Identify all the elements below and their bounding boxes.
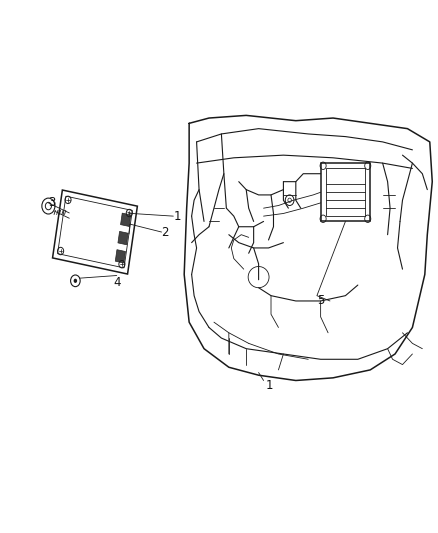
Text: 1: 1 — [265, 379, 273, 392]
Polygon shape — [118, 231, 128, 245]
Polygon shape — [120, 213, 131, 227]
Text: 2: 2 — [161, 225, 168, 239]
Polygon shape — [115, 249, 126, 263]
Text: 3: 3 — [48, 196, 55, 209]
Text: 1: 1 — [174, 209, 181, 223]
Text: 4: 4 — [113, 276, 120, 289]
Circle shape — [74, 279, 77, 283]
Text: 5: 5 — [318, 294, 325, 308]
